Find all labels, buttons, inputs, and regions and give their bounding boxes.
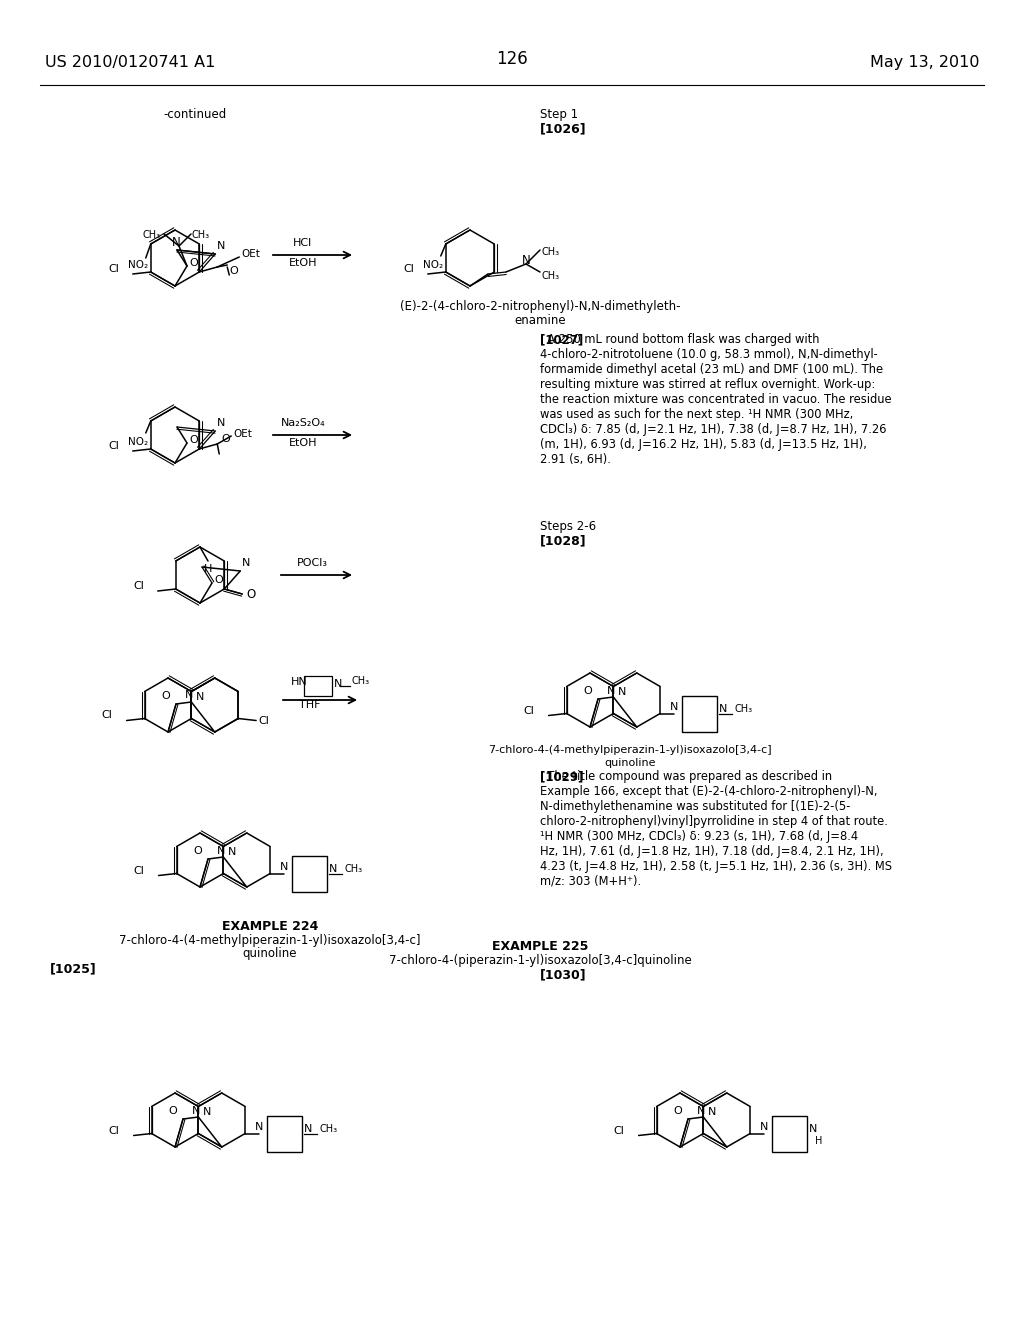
Text: NO₂: NO₂ <box>423 260 442 271</box>
Text: N: N <box>697 1106 706 1115</box>
Text: US 2010/0120741 A1: US 2010/0120741 A1 <box>45 55 215 70</box>
Text: N: N <box>719 704 727 714</box>
Text: EXAMPLE 224: EXAMPLE 224 <box>222 920 318 933</box>
Text: Cl: Cl <box>258 715 269 726</box>
Text: EXAMPLE 225: EXAMPLE 225 <box>492 940 588 953</box>
Text: quinoline: quinoline <box>604 758 655 768</box>
Text: [1028]: [1028] <box>540 535 587 546</box>
Text: O: O <box>246 587 256 601</box>
Text: CH₃: CH₃ <box>143 230 161 240</box>
Text: N: N <box>280 862 289 873</box>
Text: Cl: Cl <box>134 866 144 875</box>
Text: H: H <box>815 1137 822 1147</box>
Text: Cl: Cl <box>133 581 143 591</box>
Text: enamine: enamine <box>514 314 566 327</box>
Text: CH₃: CH₃ <box>319 1123 337 1134</box>
Text: THF: THF <box>299 700 321 710</box>
Text: O: O <box>189 436 198 445</box>
Text: Step 1: Step 1 <box>540 108 579 121</box>
Text: OEt: OEt <box>233 429 252 440</box>
Text: N: N <box>227 847 236 857</box>
Text: Na₂S₂O₄: Na₂S₂O₄ <box>281 418 326 428</box>
Text: N: N <box>203 1107 211 1117</box>
Text: Cl: Cl <box>108 264 119 275</box>
Text: N: N <box>255 1122 263 1133</box>
Text: N: N <box>617 686 626 697</box>
Text: O: O <box>221 434 230 444</box>
Text: OEt: OEt <box>242 249 260 259</box>
Text: EtOH: EtOH <box>289 257 317 268</box>
Text: [1026]: [1026] <box>540 121 587 135</box>
Text: 126: 126 <box>496 50 528 69</box>
Bar <box>772 1115 807 1151</box>
Text: N: N <box>243 558 251 568</box>
Text: Steps 2-6: Steps 2-6 <box>540 520 596 533</box>
Text: N: N <box>670 702 678 713</box>
Text: N: N <box>217 846 225 855</box>
Text: CH₃: CH₃ <box>542 271 560 281</box>
Text: Cl: Cl <box>108 441 119 451</box>
Text: 7-chloro-4-(4-methylpiperazin-1-yl)isoxazolo[3,4-c]: 7-chloro-4-(4-methylpiperazin-1-yl)isoxa… <box>488 744 772 755</box>
Text: CH₃: CH₃ <box>734 704 753 714</box>
Text: O: O <box>674 1106 682 1115</box>
Text: POCl₃: POCl₃ <box>297 558 328 568</box>
Bar <box>267 1115 302 1151</box>
Text: N: N <box>217 418 225 428</box>
Bar <box>304 676 332 696</box>
Text: O: O <box>229 267 238 276</box>
Text: O: O <box>584 686 592 696</box>
Text: Cl: Cl <box>402 264 414 275</box>
Text: O: O <box>169 1106 177 1115</box>
Text: O: O <box>189 257 198 268</box>
Text: N: N <box>760 1122 768 1133</box>
Text: CH₃: CH₃ <box>542 247 560 257</box>
Text: NO₂: NO₂ <box>128 260 147 271</box>
Text: Cl: Cl <box>613 1126 625 1135</box>
Text: N: N <box>217 242 225 251</box>
Bar <box>292 855 327 891</box>
Text: CH₃: CH₃ <box>191 230 209 240</box>
Text: 7-chloro-4-(piperazin-1-yl)isoxazolo[3,4-c]quinoline: 7-chloro-4-(piperazin-1-yl)isoxazolo[3,4… <box>389 954 691 968</box>
Text: HN: HN <box>291 677 308 686</box>
Text: Cl: Cl <box>101 710 113 721</box>
Text: [1025]: [1025] <box>50 962 96 975</box>
Text: N: N <box>521 255 530 268</box>
Text: Cl: Cl <box>109 1126 120 1135</box>
Text: O: O <box>214 576 223 585</box>
Text: May 13, 2010: May 13, 2010 <box>870 55 980 70</box>
Text: N: N <box>185 690 194 701</box>
Text: N: N <box>196 692 204 702</box>
Text: N: N <box>607 685 615 696</box>
Text: N: N <box>304 1123 312 1134</box>
Text: 7-chloro-4-(4-methylpiperazin-1-yl)isoxazolo[3,4-c]: 7-chloro-4-(4-methylpiperazin-1-yl)isoxa… <box>119 935 421 946</box>
Text: N: N <box>809 1123 817 1134</box>
Text: CH₃: CH₃ <box>344 863 362 874</box>
Text: EtOH: EtOH <box>289 438 317 447</box>
Text: O: O <box>194 846 203 855</box>
Text: N: N <box>172 236 180 249</box>
Text: A 250 mL round bottom flask was charged with
4-chloro-2-nitrotoluene (10.0 g, 58: A 250 mL round bottom flask was charged … <box>540 333 892 466</box>
Text: [1030]: [1030] <box>540 968 587 981</box>
Text: O: O <box>162 690 170 701</box>
Text: quinoline: quinoline <box>243 946 297 960</box>
Text: N: N <box>193 1106 201 1115</box>
Text: N: N <box>329 863 338 874</box>
Text: N: N <box>708 1107 716 1117</box>
Text: Cl: Cl <box>523 705 535 715</box>
Text: -continued: -continued <box>164 108 226 121</box>
Text: H: H <box>204 564 212 574</box>
Text: CH₃: CH₃ <box>352 676 370 686</box>
Text: [1029]: [1029] <box>540 770 584 783</box>
Text: NO₂: NO₂ <box>128 437 147 447</box>
Bar <box>682 696 717 731</box>
Text: N: N <box>334 678 342 689</box>
Text: (E)-2-(4-chloro-2-nitrophenyl)-N,N-dimethyleth-: (E)-2-(4-chloro-2-nitrophenyl)-N,N-dimet… <box>399 300 680 313</box>
Text: The title compound was prepared as described in
Example 166, except that (E)-2-(: The title compound was prepared as descr… <box>540 770 892 888</box>
Text: HCl: HCl <box>293 238 312 248</box>
Text: [1027]: [1027] <box>540 333 584 346</box>
